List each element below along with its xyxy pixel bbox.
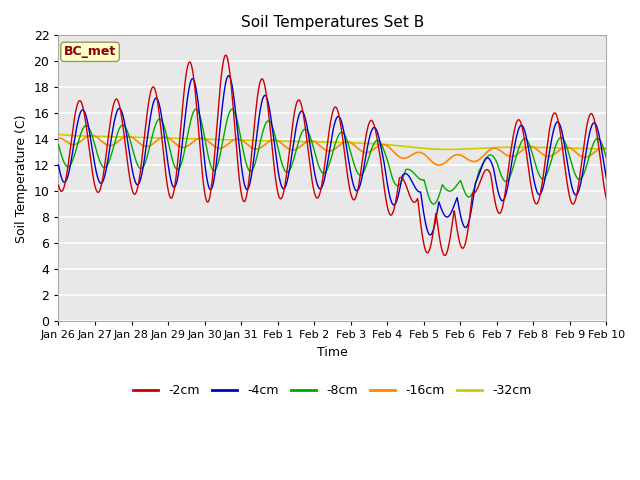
X-axis label: Time: Time [317,346,348,359]
Y-axis label: Soil Temperature (C): Soil Temperature (C) [15,114,28,242]
Title: Soil Temperatures Set B: Soil Temperatures Set B [241,15,424,30]
Legend: -2cm, -4cm, -8cm, -16cm, -32cm: -2cm, -4cm, -8cm, -16cm, -32cm [128,379,536,402]
Text: BC_met: BC_met [64,45,116,59]
